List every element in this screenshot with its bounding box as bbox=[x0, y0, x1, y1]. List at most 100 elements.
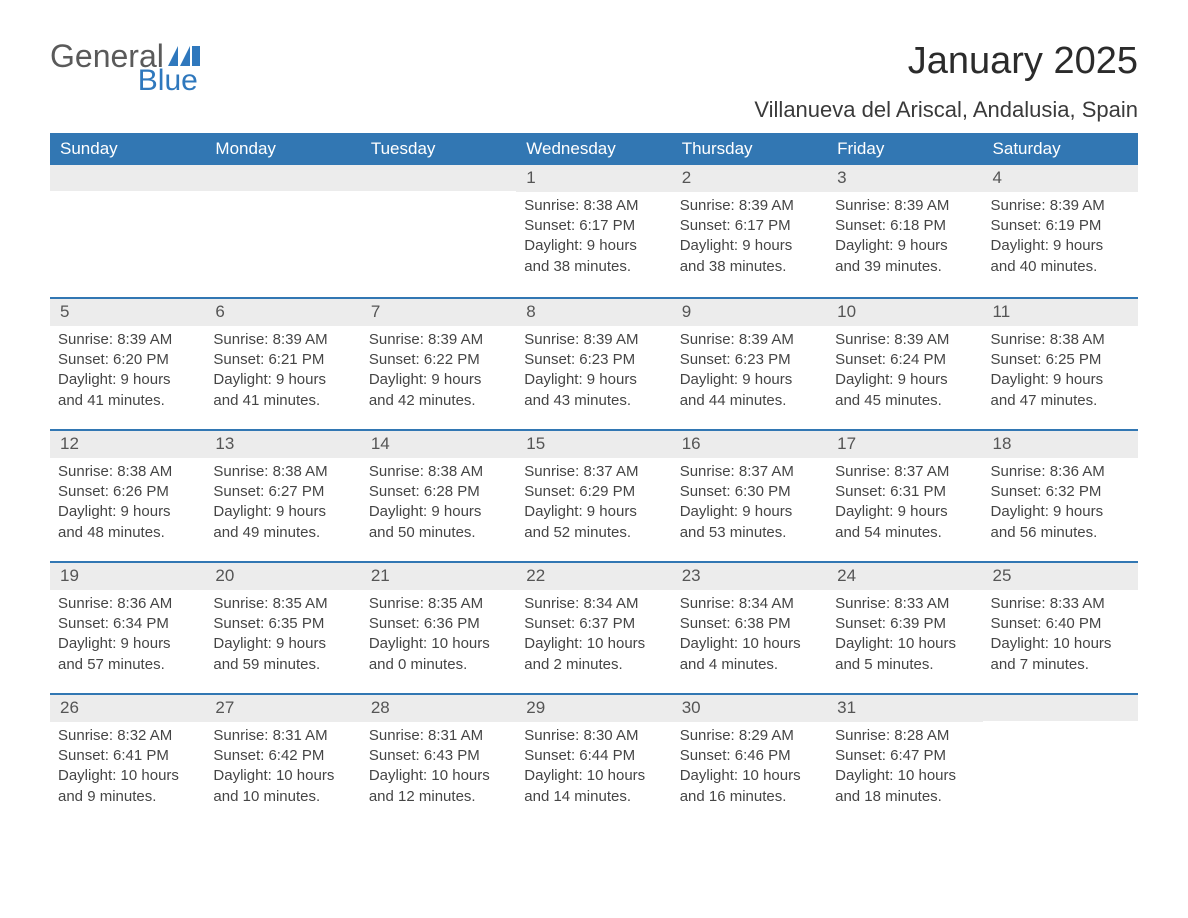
day-cell: 12Sunrise: 8:38 AMSunset: 6:26 PMDayligh… bbox=[50, 431, 205, 561]
daylight-text: Daylight: 10 hours and 9 minutes. bbox=[58, 766, 197, 807]
week-row: 12Sunrise: 8:38 AMSunset: 6:26 PMDayligh… bbox=[50, 429, 1138, 561]
day-cell: 14Sunrise: 8:38 AMSunset: 6:28 PMDayligh… bbox=[361, 431, 516, 561]
day-body: Sunrise: 8:38 AMSunset: 6:27 PMDaylight:… bbox=[205, 458, 360, 553]
day-body: Sunrise: 8:38 AMSunset: 6:17 PMDaylight:… bbox=[516, 192, 671, 287]
sunset-text: Sunset: 6:29 PM bbox=[524, 482, 663, 502]
sunrise-text: Sunrise: 8:38 AM bbox=[991, 330, 1130, 350]
sunset-text: Sunset: 6:41 PM bbox=[58, 746, 197, 766]
sunset-text: Sunset: 6:23 PM bbox=[524, 350, 663, 370]
day-body: Sunrise: 8:39 AMSunset: 6:23 PMDaylight:… bbox=[672, 326, 827, 421]
day-cell: 20Sunrise: 8:35 AMSunset: 6:35 PMDayligh… bbox=[205, 563, 360, 693]
day-cell: 6Sunrise: 8:39 AMSunset: 6:21 PMDaylight… bbox=[205, 299, 360, 429]
sunrise-text: Sunrise: 8:28 AM bbox=[835, 726, 974, 746]
sunrise-text: Sunrise: 8:33 AM bbox=[991, 594, 1130, 614]
sunset-text: Sunset: 6:35 PM bbox=[213, 614, 352, 634]
sunset-text: Sunset: 6:22 PM bbox=[369, 350, 508, 370]
daylight-text: Daylight: 9 hours and 47 minutes. bbox=[991, 370, 1130, 411]
daylight-text: Daylight: 9 hours and 53 minutes. bbox=[680, 502, 819, 543]
day-number bbox=[50, 165, 205, 191]
sunrise-text: Sunrise: 8:36 AM bbox=[991, 462, 1130, 482]
sunrise-text: Sunrise: 8:34 AM bbox=[680, 594, 819, 614]
day-body: Sunrise: 8:31 AMSunset: 6:42 PMDaylight:… bbox=[205, 722, 360, 817]
day-cell bbox=[50, 165, 205, 297]
day-number: 15 bbox=[516, 431, 671, 458]
daylight-text: Daylight: 9 hours and 59 minutes. bbox=[213, 634, 352, 675]
day-body: Sunrise: 8:39 AMSunset: 6:19 PMDaylight:… bbox=[983, 192, 1138, 287]
sunrise-text: Sunrise: 8:31 AM bbox=[213, 726, 352, 746]
day-body: Sunrise: 8:29 AMSunset: 6:46 PMDaylight:… bbox=[672, 722, 827, 817]
sunrise-text: Sunrise: 8:36 AM bbox=[58, 594, 197, 614]
day-number: 1 bbox=[516, 165, 671, 192]
day-number bbox=[205, 165, 360, 191]
weekday-header: Thursday bbox=[672, 133, 827, 165]
daylight-text: Daylight: 9 hours and 38 minutes. bbox=[524, 236, 663, 277]
day-cell: 15Sunrise: 8:37 AMSunset: 6:29 PMDayligh… bbox=[516, 431, 671, 561]
week-row: 1Sunrise: 8:38 AMSunset: 6:17 PMDaylight… bbox=[50, 165, 1138, 297]
sunset-text: Sunset: 6:25 PM bbox=[991, 350, 1130, 370]
daylight-text: Daylight: 10 hours and 18 minutes. bbox=[835, 766, 974, 807]
sunset-text: Sunset: 6:43 PM bbox=[369, 746, 508, 766]
day-number: 20 bbox=[205, 563, 360, 590]
daylight-text: Daylight: 9 hours and 39 minutes. bbox=[835, 236, 974, 277]
day-number: 28 bbox=[361, 695, 516, 722]
title-block: January 2025 Villanueva del Ariscal, And… bbox=[754, 40, 1138, 123]
daylight-text: Daylight: 10 hours and 5 minutes. bbox=[835, 634, 974, 675]
day-cell: 16Sunrise: 8:37 AMSunset: 6:30 PMDayligh… bbox=[672, 431, 827, 561]
day-body: Sunrise: 8:34 AMSunset: 6:38 PMDaylight:… bbox=[672, 590, 827, 685]
day-body: Sunrise: 8:37 AMSunset: 6:31 PMDaylight:… bbox=[827, 458, 982, 553]
day-number: 3 bbox=[827, 165, 982, 192]
sunrise-text: Sunrise: 8:38 AM bbox=[524, 196, 663, 216]
sunset-text: Sunset: 6:47 PM bbox=[835, 746, 974, 766]
day-body: Sunrise: 8:30 AMSunset: 6:44 PMDaylight:… bbox=[516, 722, 671, 817]
day-number: 7 bbox=[361, 299, 516, 326]
sunrise-text: Sunrise: 8:37 AM bbox=[835, 462, 974, 482]
daylight-text: Daylight: 9 hours and 41 minutes. bbox=[213, 370, 352, 411]
day-body: Sunrise: 8:39 AMSunset: 6:20 PMDaylight:… bbox=[50, 326, 205, 421]
day-number: 4 bbox=[983, 165, 1138, 192]
day-body: Sunrise: 8:36 AMSunset: 6:32 PMDaylight:… bbox=[983, 458, 1138, 553]
day-body: Sunrise: 8:38 AMSunset: 6:25 PMDaylight:… bbox=[983, 326, 1138, 421]
day-body: Sunrise: 8:33 AMSunset: 6:39 PMDaylight:… bbox=[827, 590, 982, 685]
daylight-text: Daylight: 9 hours and 54 minutes. bbox=[835, 502, 974, 543]
sunset-text: Sunset: 6:44 PM bbox=[524, 746, 663, 766]
day-cell: 4Sunrise: 8:39 AMSunset: 6:19 PMDaylight… bbox=[983, 165, 1138, 297]
weeks-container: 1Sunrise: 8:38 AMSunset: 6:17 PMDaylight… bbox=[50, 165, 1138, 825]
sunset-text: Sunset: 6:39 PM bbox=[835, 614, 974, 634]
logo-word2: Blue bbox=[138, 66, 200, 96]
day-number: 19 bbox=[50, 563, 205, 590]
sunset-text: Sunset: 6:40 PM bbox=[991, 614, 1130, 634]
day-cell: 1Sunrise: 8:38 AMSunset: 6:17 PMDaylight… bbox=[516, 165, 671, 297]
day-number: 26 bbox=[50, 695, 205, 722]
sunset-text: Sunset: 6:37 PM bbox=[524, 614, 663, 634]
sunrise-text: Sunrise: 8:35 AM bbox=[369, 594, 508, 614]
daylight-text: Daylight: 9 hours and 49 minutes. bbox=[213, 502, 352, 543]
sunset-text: Sunset: 6:46 PM bbox=[680, 746, 819, 766]
sunset-text: Sunset: 6:20 PM bbox=[58, 350, 197, 370]
day-cell bbox=[361, 165, 516, 297]
sunset-text: Sunset: 6:28 PM bbox=[369, 482, 508, 502]
sunrise-text: Sunrise: 8:39 AM bbox=[835, 196, 974, 216]
day-number: 10 bbox=[827, 299, 982, 326]
day-body: Sunrise: 8:37 AMSunset: 6:29 PMDaylight:… bbox=[516, 458, 671, 553]
day-cell: 10Sunrise: 8:39 AMSunset: 6:24 PMDayligh… bbox=[827, 299, 982, 429]
day-number: 14 bbox=[361, 431, 516, 458]
daylight-text: Daylight: 9 hours and 42 minutes. bbox=[369, 370, 508, 411]
sunrise-text: Sunrise: 8:39 AM bbox=[213, 330, 352, 350]
daylight-text: Daylight: 9 hours and 50 minutes. bbox=[369, 502, 508, 543]
day-cell: 25Sunrise: 8:33 AMSunset: 6:40 PMDayligh… bbox=[983, 563, 1138, 693]
daylight-text: Daylight: 9 hours and 48 minutes. bbox=[58, 502, 197, 543]
sunrise-text: Sunrise: 8:31 AM bbox=[369, 726, 508, 746]
day-cell: 13Sunrise: 8:38 AMSunset: 6:27 PMDayligh… bbox=[205, 431, 360, 561]
sunset-text: Sunset: 6:36 PM bbox=[369, 614, 508, 634]
location-subtitle: Villanueva del Ariscal, Andalusia, Spain bbox=[754, 97, 1138, 123]
day-cell: 5Sunrise: 8:39 AMSunset: 6:20 PMDaylight… bbox=[50, 299, 205, 429]
day-number bbox=[983, 695, 1138, 721]
week-row: 26Sunrise: 8:32 AMSunset: 6:41 PMDayligh… bbox=[50, 693, 1138, 825]
day-number: 16 bbox=[672, 431, 827, 458]
sunset-text: Sunset: 6:24 PM bbox=[835, 350, 974, 370]
week-row: 5Sunrise: 8:39 AMSunset: 6:20 PMDaylight… bbox=[50, 297, 1138, 429]
daylight-text: Daylight: 9 hours and 43 minutes. bbox=[524, 370, 663, 411]
day-cell: 17Sunrise: 8:37 AMSunset: 6:31 PMDayligh… bbox=[827, 431, 982, 561]
sunrise-text: Sunrise: 8:38 AM bbox=[213, 462, 352, 482]
daylight-text: Daylight: 9 hours and 52 minutes. bbox=[524, 502, 663, 543]
